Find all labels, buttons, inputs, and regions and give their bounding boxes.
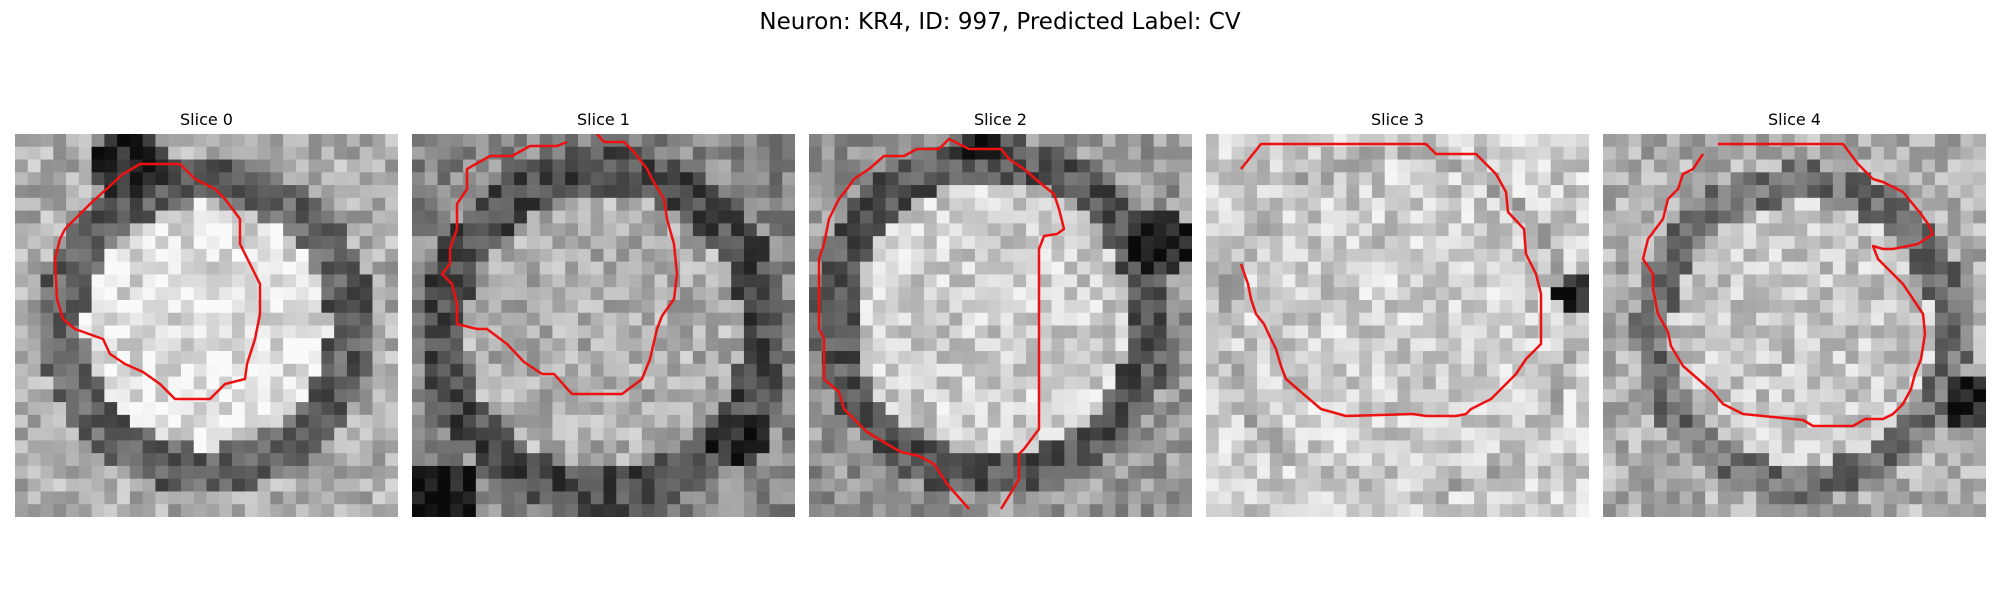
contour-line-1: [440, 134, 679, 396]
slice-image-0: [15, 134, 398, 517]
slice-panel-1: Slice 1: [412, 108, 795, 517]
slice-image-2: [809, 134, 1192, 517]
slice-panel-3: Slice 3: [1206, 108, 1589, 517]
contour-line-4: [1641, 142, 1935, 428]
contour-line-0: [53, 162, 262, 401]
slice-title-0: Slice 0: [180, 110, 233, 129]
slice-panel-0: Slice 0: [15, 108, 398, 517]
slice-image-3: [1206, 134, 1589, 517]
contour-line-3: [1239, 142, 1543, 418]
slice-title-1: Slice 1: [577, 110, 630, 129]
slice-panel-2: Slice 2: [809, 108, 1192, 517]
slice-title-3: Slice 3: [1371, 110, 1424, 129]
slice-image-1: [412, 134, 795, 517]
figure-title: Neuron: KR4, ID: 997, Predicted Label: C…: [759, 9, 1241, 35]
slice-title-4: Slice 4: [1768, 110, 1821, 129]
slice-title-2: Slice 2: [974, 110, 1027, 129]
slice-image-4: [1603, 134, 1986, 517]
contour-line-2: [817, 137, 1066, 510]
slice-panel-4: Slice 4: [1603, 108, 1986, 517]
